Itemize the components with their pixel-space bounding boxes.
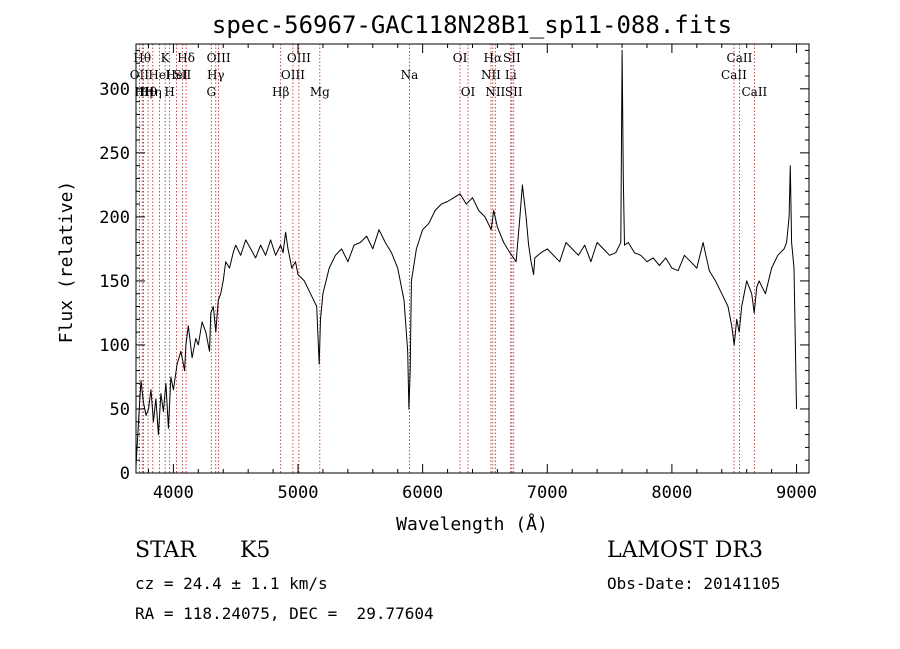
y-axis-ticks: 0 50 100 150 200 250 300 [99,49,809,484]
line-marker-label-19: OI [453,51,468,65]
line-marker-label-17: Mg [310,85,330,99]
survey-name: LAMOST DR3 [607,538,763,563]
x-tick-label-4: 8000 [651,483,692,503]
line-marker-label-24: Li [505,68,517,82]
line-marker-label-28: CaII [727,51,753,65]
line-marker-label-11: G [206,85,216,99]
line-marker-label-0: OII [130,68,150,82]
line-marker-label-14: Hβ [272,85,289,99]
spectrum-line-0 [135,49,797,467]
line-marker-label-5: HeI [148,68,171,82]
redshift-cz: cz = 24.4 ± 1.1 km/s [135,574,328,593]
line-marker-label-13: OIII [207,51,231,65]
x-tick-label-5: 9000 [776,483,817,503]
line-marker-label-22: Hα [484,51,503,65]
y-tick-label-4: 200 [99,208,130,228]
spectral-line-markers: OIIHθHηHθHηHeIKHHeISIIHδGHγOIIIHβOIIIOII… [130,44,768,473]
line-marker-label-8: HeI [165,68,188,82]
line-marker-label-16: OIII [287,51,311,65]
y-tick-label-1: 50 [110,400,130,420]
y-tick-label-5: 250 [99,144,130,164]
chart-title: spec-56967-GAC118N28B1_sp11-088.fits [212,11,732,39]
spectrum-series [135,49,797,467]
line-marker-label-20: OI [461,85,476,99]
y-tick-label-0: 0 [120,464,130,484]
object-subclass: K5 [240,538,271,563]
x-tick-label-1: 5000 [278,483,319,503]
line-marker-label-21: NII [481,68,501,82]
line-marker-label-7: H [164,85,174,99]
y-tick-label-6: 300 [99,80,130,100]
line-marker-label-27: CaII [721,68,747,82]
line-marker-label-12: Hγ [207,68,225,82]
x-axis-label: Wavelength (Å) [396,513,548,535]
y-tick-label-2: 100 [99,336,130,356]
line-marker-label-6: K [161,51,171,65]
x-tick-label-2: 6000 [402,483,443,503]
line-marker-label-9: SII [174,68,192,82]
line-marker-label-18: Na [401,68,419,82]
line-marker-label-15: OIII [281,68,305,82]
line-marker-label-4: Hη [144,85,162,99]
line-marker-label-10: Hδ [177,51,195,65]
line-marker-label-29: CaII [741,85,767,99]
x-tick-label-3: 7000 [527,483,568,503]
line-marker-label-26: SII [505,85,523,99]
line-marker-label-23: NII [485,85,505,99]
x-tick-label-0: 4000 [153,483,194,503]
observation-date: Obs-Date: 20141105 [607,574,781,593]
object-class: STAR [135,538,196,563]
line-marker-label-1: Hθ [133,51,151,65]
line-marker-label-25: SII [503,51,521,65]
x-axis-ticks: 4000 5000 6000 7000 8000 9000 [147,44,817,503]
coordinates: RA = 118.24075, DEC = 29.77604 [135,604,434,623]
y-tick-label-3: 150 [99,272,130,292]
plot-frame [135,43,810,474]
y-axis-label: Flux (relative) [56,181,77,344]
